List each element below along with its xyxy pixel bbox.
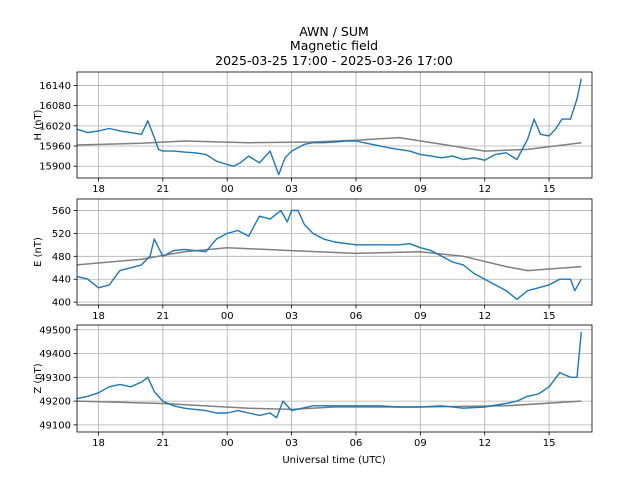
y-tick-label: 49300 — [39, 373, 71, 384]
panel-z-grid — [77, 325, 592, 432]
panel-e: 18 21 00 03 06 09 12 15 400 440 480 520 560 E (nT) — [33, 198, 593, 322]
panel-z-ylabel: Z (nT) — [33, 363, 44, 393]
panel-z-traces — [76, 332, 582, 419]
x-tick-label: 12 — [478, 184, 491, 195]
y-tick-label: 480 — [52, 252, 71, 263]
y-tick-label: 49200 — [39, 397, 71, 408]
panel-e-frame — [76, 198, 593, 306]
panel-h-ylabel: H (nT) — [33, 109, 44, 140]
x-tick-label: 15 — [543, 311, 556, 322]
panel-h-traces — [76, 78, 582, 176]
y-tick-label: 16080 — [39, 101, 71, 112]
panel-z-ticks: 18 21 00 03 06 09 12 15 49100 49200 49300 49400 4950… — [39, 325, 555, 449]
y-tick-label: 440 — [52, 275, 71, 286]
x-tick-label: 09 — [414, 311, 427, 322]
measured-series-line — [76, 78, 582, 176]
measured-series-line — [76, 332, 582, 419]
x-tick-label: 12 — [478, 438, 491, 449]
y-tick-label: 560 — [52, 206, 71, 217]
x-tick-label: 03 — [285, 184, 298, 195]
y-tick-label: 400 — [52, 298, 71, 309]
x-tick-label: 00 — [221, 184, 234, 195]
panel-z: 18 21 00 03 06 09 12 15 49100 49200 49300 49400 4950… — [33, 324, 593, 449]
x-tick-label: 06 — [350, 438, 363, 449]
y-tick-label: 49100 — [39, 420, 71, 431]
x-tick-label: 09 — [414, 438, 427, 449]
x-tick-label: 18 — [92, 438, 105, 449]
measured-series-line — [76, 209, 582, 300]
panel-h-frame — [76, 71, 593, 179]
x-tick-label: 18 — [92, 184, 105, 195]
x-tick-label: 21 — [156, 438, 169, 449]
y-tick-label: 520 — [52, 229, 71, 240]
x-tick-label: 09 — [414, 184, 427, 195]
baseline-series-line — [76, 246, 582, 272]
x-tick-label: 00 — [221, 438, 234, 449]
panel-e-ticks: 18 21 00 03 06 09 12 15 400 440 480 520 560 — [52, 206, 556, 322]
y-tick-label: 15960 — [39, 142, 71, 153]
x-tick-label: 06 — [350, 311, 363, 322]
panel-e-grid — [77, 199, 592, 305]
x-tick-label: 12 — [478, 311, 491, 322]
y-tick-label: 49400 — [39, 349, 71, 360]
x-tick-label: 15 — [543, 438, 556, 449]
title-line-2: Magnetic field — [290, 38, 378, 53]
title-line-1: AWN / SUM — [299, 24, 369, 39]
panel-e-ylabel: E (nT) — [33, 237, 44, 267]
x-tick-label: 03 — [285, 438, 298, 449]
panel-h-grid — [77, 72, 592, 178]
y-tick-label: 16140 — [39, 81, 71, 92]
x-tick-label: 15 — [543, 184, 556, 195]
panel-h-ticks: 18 21 00 03 06 09 12 15 15900 15960 16020 16080 1614… — [39, 81, 555, 195]
x-tick-label: 00 — [221, 311, 234, 322]
y-tick-label: 16020 — [39, 121, 71, 132]
panel-e-traces — [76, 209, 582, 300]
x-tick-label: 21 — [156, 184, 169, 195]
baseline-series-line — [76, 136, 582, 152]
y-tick-label: 49500 — [39, 325, 71, 336]
x-tick-label: 03 — [285, 311, 298, 322]
x-tick-label: 06 — [350, 184, 363, 195]
x-tick-label: 21 — [156, 311, 169, 322]
panel-h: 18 21 00 03 06 09 12 15 15900 15960 16020 16080 1614… — [33, 71, 593, 195]
x-tick-label: 18 — [92, 311, 105, 322]
panel-z-frame — [76, 324, 593, 433]
title-line-3: 2025-03-25 17:00 - 2025-03-26 17:00 — [215, 53, 453, 68]
x-axis-label: Universal time (UTC) — [282, 455, 385, 466]
y-tick-label: 15900 — [39, 162, 71, 173]
